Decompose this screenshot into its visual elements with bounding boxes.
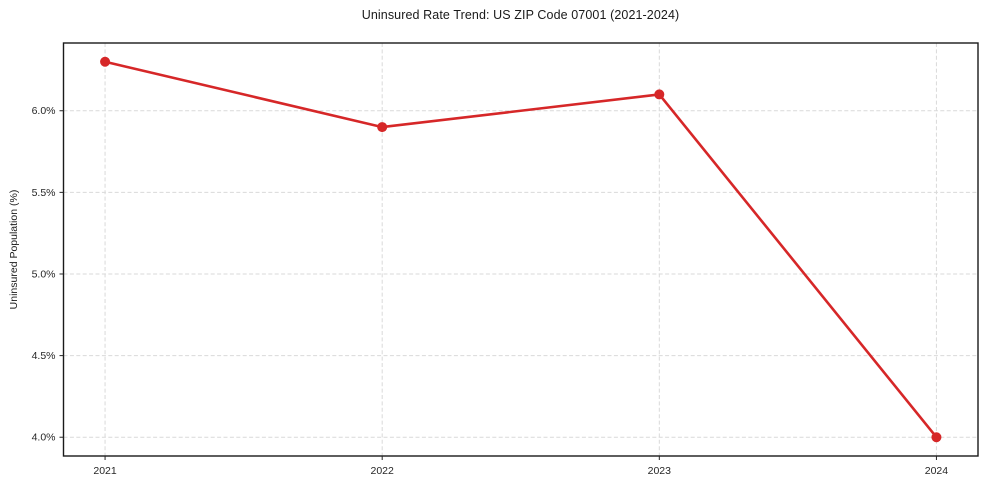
data-point-marker <box>931 432 942 443</box>
chart-title: Uninsured Rate Trend: US ZIP Code 07001 … <box>361 8 680 22</box>
series-line <box>103 60 938 439</box>
tick-marks <box>59 110 937 460</box>
x-tick-label: 2023 <box>648 465 672 477</box>
y-tick-label: 4.5% <box>32 350 56 362</box>
x-tick-label: 2021 <box>93 465 117 477</box>
y-tick-label: 4.0% <box>32 432 56 444</box>
plot-border <box>62 42 979 457</box>
x-tick-label: 2022 <box>371 465 395 477</box>
tick-labels: 4.0% 4.5% 5.0% 5.5% 6.0% 2021 2022 2023 2024 <box>32 105 949 477</box>
y-tick-label: 5.5% <box>32 187 56 199</box>
y-tick-label: 6.0% <box>32 105 56 117</box>
data-point-marker <box>100 56 111 67</box>
x-tick-label: 2024 <box>925 465 949 477</box>
y-tick-label: 5.0% <box>32 268 56 280</box>
gridlines <box>63 43 978 456</box>
y-axis-label: Uninsured Population (%) <box>8 190 20 310</box>
data-point-marker <box>654 89 665 100</box>
data-point-marker <box>377 122 388 133</box>
